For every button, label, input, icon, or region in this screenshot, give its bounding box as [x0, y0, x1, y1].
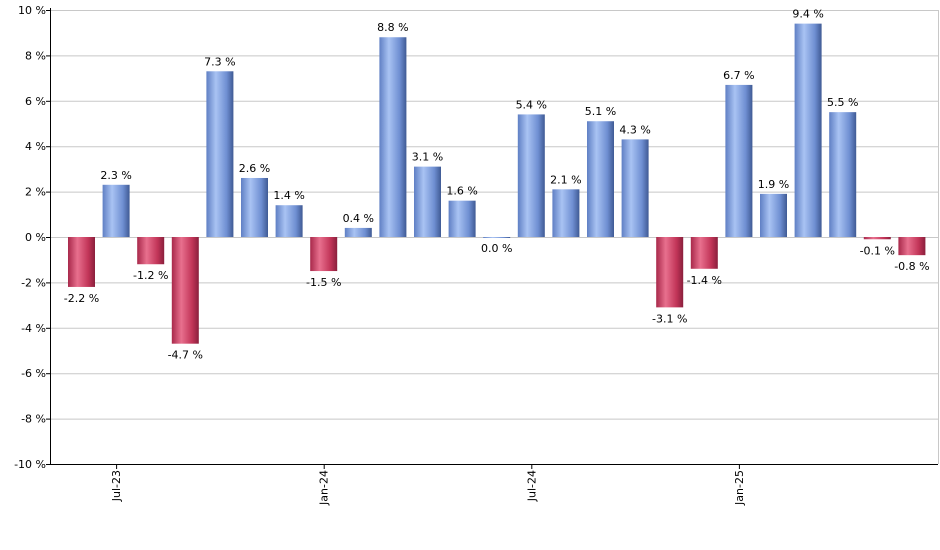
bars — [68, 23, 926, 344]
axes — [46, 8, 938, 469]
data-label: 3.1 % — [412, 151, 443, 164]
bar — [102, 184, 130, 237]
x-tick-label: Jul-23 — [110, 470, 123, 502]
data-label: 5.4 % — [516, 98, 547, 111]
bar — [344, 227, 372, 237]
y-tick-label: 6 % — [25, 95, 46, 108]
y-tick-label: -4 % — [21, 322, 46, 335]
data-label: -1.4 % — [687, 274, 722, 287]
bar — [171, 237, 199, 344]
y-tick-label: 0 % — [25, 231, 46, 244]
bar — [517, 114, 545, 237]
data-label: 5.5 % — [827, 96, 858, 109]
bar — [483, 237, 511, 238]
data-label: -1.5 % — [306, 276, 341, 289]
bar — [898, 237, 926, 256]
data-label: 4.3 % — [619, 123, 650, 136]
x-tick-label: Jul-24 — [525, 470, 538, 502]
bar — [241, 177, 268, 237]
bar — [690, 237, 718, 269]
data-labels: -2.2 % 2.3 % -1.2 % -4.7 % 7.3 % 2.6 % 1.4 % -1… — [64, 8, 930, 362]
y-tick-label: 2 % — [25, 186, 46, 199]
data-label: -1.2 % — [133, 269, 168, 282]
x-tick-label: Jan-24 — [318, 470, 331, 506]
data-label: 2.6 % — [239, 162, 270, 175]
y-tick-label: -2 % — [21, 276, 46, 289]
y-tick-label: 8 % — [25, 49, 46, 62]
bar — [448, 200, 476, 237]
y-tick-label: 4 % — [25, 140, 46, 153]
data-label: 2.3 % — [100, 169, 131, 182]
bar — [275, 205, 303, 237]
data-label: 8.8 % — [377, 21, 408, 34]
y-tick-label: -10 % — [14, 458, 46, 471]
data-label: 1.9 % — [758, 178, 789, 191]
data-label: 2.1 % — [550, 173, 581, 186]
bar — [587, 121, 614, 237]
data-label: 9.4 % — [792, 8, 823, 21]
y-tick-label: -6 % — [21, 367, 46, 380]
y-tick-label: -8 % — [21, 413, 46, 426]
bar — [863, 237, 891, 240]
data-label: 0.0 % — [481, 242, 512, 255]
x-axis-tick-labels: Jul-23 Jan-24 Jul-24 Jan-25 — [110, 470, 746, 506]
y-tick-label: 10 % — [18, 4, 46, 17]
data-label: -0.8 % — [894, 260, 929, 273]
bar — [829, 112, 857, 237]
data-label: 1.4 % — [273, 189, 304, 202]
data-label: 1.6 % — [446, 185, 477, 198]
data-label: -3.1 % — [652, 312, 687, 325]
data-label: 6.7 % — [723, 69, 754, 82]
data-label: -4.7 % — [168, 349, 203, 362]
data-label: -0.1 % — [860, 244, 895, 257]
data-label: 0.4 % — [343, 212, 374, 225]
bar — [137, 237, 165, 265]
y-axis-tick-labels: 10 % 8 % 6 % 4 % 2 % 0 % -2 % -4 % -6 % -8 % -10 % — [14, 4, 46, 471]
bar — [725, 84, 753, 237]
bar — [206, 71, 234, 237]
bar — [552, 189, 580, 237]
data-label: 7.3 % — [204, 55, 235, 68]
bar — [656, 237, 684, 308]
data-label: -2.2 % — [64, 292, 99, 305]
bar — [379, 37, 407, 237]
bar — [310, 237, 338, 272]
bar — [68, 237, 95, 287]
bar — [760, 193, 787, 237]
data-label: 5.1 % — [585, 105, 616, 118]
bar — [794, 23, 822, 238]
x-tick-label: Jan-25 — [733, 470, 746, 506]
bar — [414, 166, 441, 237]
bar — [621, 139, 649, 237]
